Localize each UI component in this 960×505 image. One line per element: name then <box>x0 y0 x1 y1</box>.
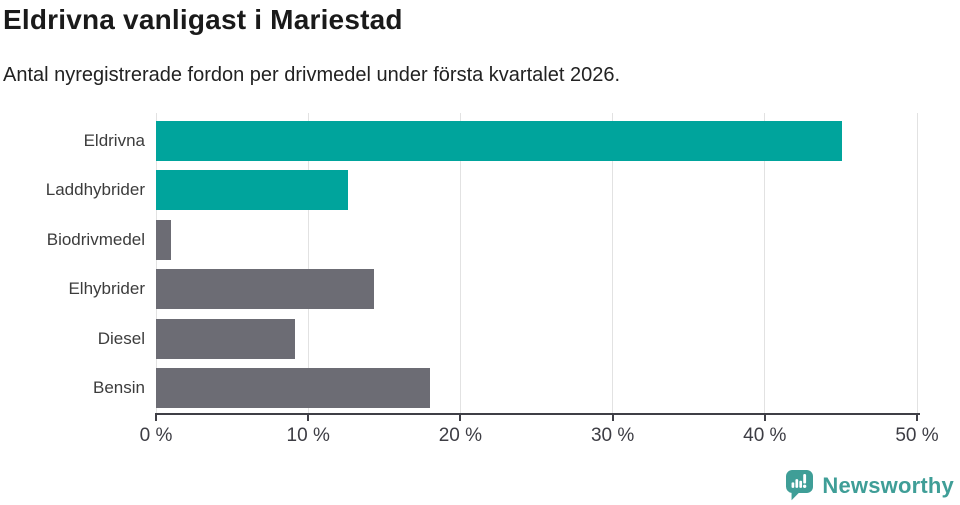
chart-subtitle: Antal nyregistrerade fordon per drivmede… <box>3 64 621 86</box>
bar-biodrivmedel <box>156 219 172 260</box>
category-labels: Eldrivna Laddhybrider Biodrivmedel Elhybrid… <box>0 116 145 413</box>
bar-chart: Eldrivna Laddhybrider Biodrivmedel Elhybrid… <box>0 113 925 413</box>
x-tick-mark-10 <box>307 415 310 421</box>
category-label-bensin: Bensin <box>93 378 145 398</box>
x-tick-label-50: 50 % <box>895 425 939 446</box>
x-tick-mark-20 <box>459 415 462 421</box>
gridline-0 <box>155 113 157 413</box>
category-label-diesel: Diesel <box>97 328 145 348</box>
x-axis: 0 % 10 % 20 % 30 % 40 % 50 % <box>0 413 960 463</box>
bar-laddhybrider <box>156 170 348 211</box>
x-tick-mark-40 <box>763 415 766 421</box>
x-tick-label-40: 40 % <box>743 425 787 446</box>
bar-eldrivna <box>156 120 843 161</box>
plot-area <box>155 113 918 413</box>
x-tick-mark-50 <box>916 415 918 421</box>
category-label-laddhybrider: Laddhybrider <box>45 180 145 200</box>
bar-elhybrider <box>156 269 374 310</box>
gridline-50 <box>916 113 918 413</box>
x-tick-label-30: 30 % <box>590 425 635 446</box>
newsworthy-logo-icon <box>786 470 814 501</box>
gridline-30 <box>612 113 614 413</box>
x-tick-mark-30 <box>611 415 614 421</box>
category-label-eldrivna: Eldrivna <box>83 130 145 150</box>
chart-title: Eldrivna vanligast i Mariestad <box>3 4 403 35</box>
brand-name: Newsworthy <box>822 472 954 498</box>
x-tick-label-10: 10 % <box>286 425 330 446</box>
gridline-10 <box>307 113 309 413</box>
x-tick-label-20: 20 % <box>438 425 483 446</box>
category-label-biodrivmedel: Biodrivmedel <box>46 229 145 249</box>
bar-bensin <box>156 368 430 409</box>
category-label-elhybrider: Elhybrider <box>68 279 145 299</box>
x-axis-line <box>155 413 920 415</box>
bar-diesel <box>156 318 295 359</box>
x-tick-label-0: 0 % <box>139 425 173 446</box>
brand-footer: Newsworthy <box>786 470 954 501</box>
x-tick-mark-0 <box>155 415 157 421</box>
gridline-40 <box>764 113 766 413</box>
gridline-20 <box>459 113 461 413</box>
